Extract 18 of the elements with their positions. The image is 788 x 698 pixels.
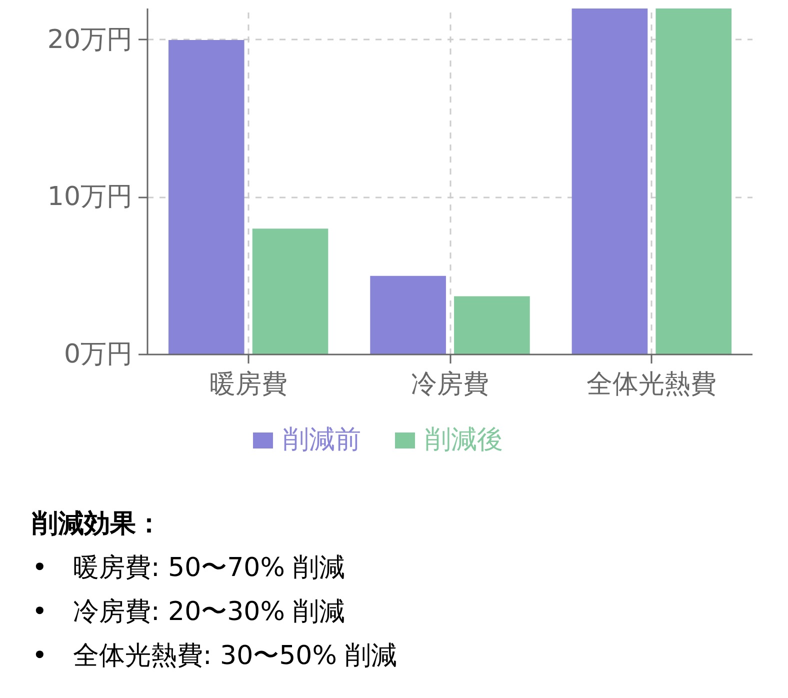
legend-label: 削減後	[425, 424, 503, 457]
bar	[572, 8, 648, 354]
x-tick-label: 暖房費	[209, 370, 288, 400]
bar	[656, 8, 732, 354]
text: • 冷房費: 20〜30% 削減	[32, 596, 346, 629]
bar	[454, 296, 530, 354]
text: 削減効果：	[32, 508, 163, 541]
x-tick-label: 全体光熱費	[586, 370, 717, 400]
y-tick-label: 10万円	[47, 182, 133, 212]
bar	[168, 40, 244, 354]
legend-label: 削減前	[283, 424, 361, 457]
text: • 暖房費: 50〜70% 削減	[32, 552, 346, 585]
bar	[252, 228, 328, 354]
y-tick-label: 0万円	[64, 340, 133, 370]
y-tick-label: 20万円	[47, 24, 133, 55]
bar	[370, 276, 446, 354]
x-tick-label: 冷房費	[411, 370, 489, 400]
text: • 全体光熱費: 30〜50% 削減	[32, 640, 398, 673]
